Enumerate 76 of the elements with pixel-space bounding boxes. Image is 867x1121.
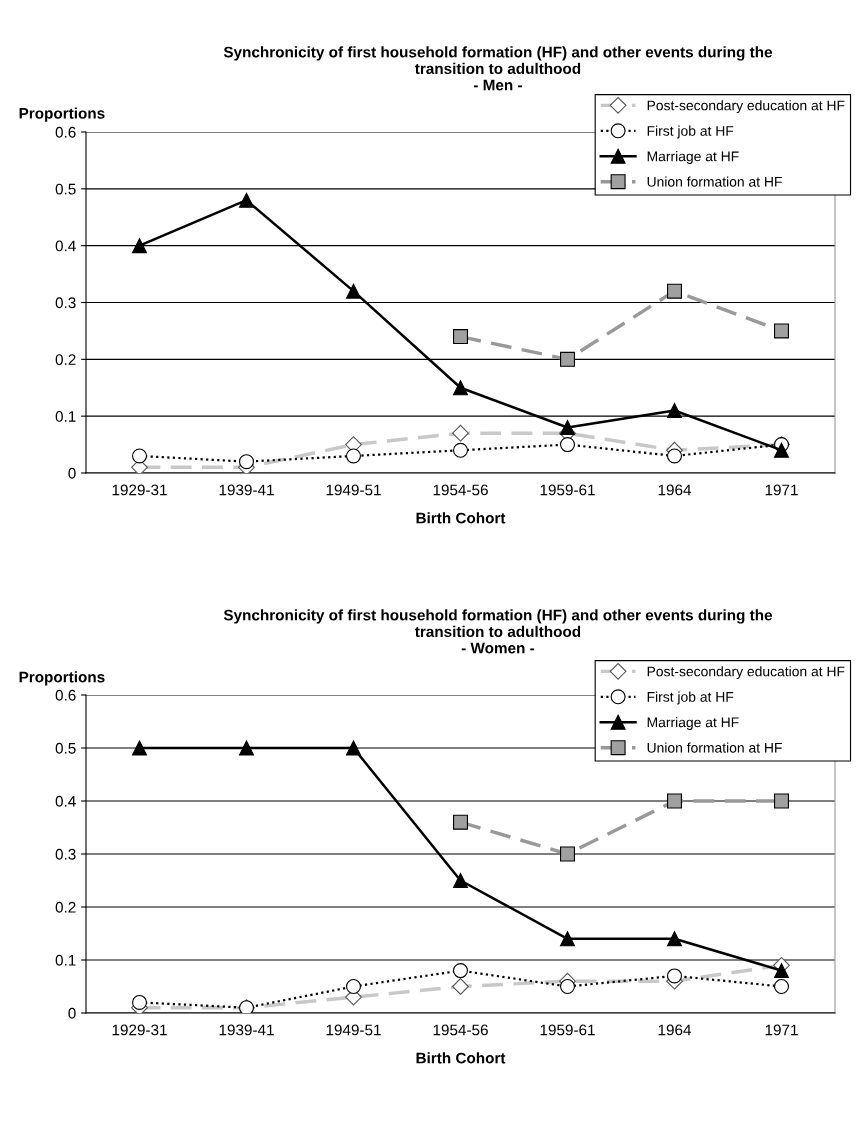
y-tick-label: 0.3 <box>55 297 76 309</box>
point <box>453 380 468 396</box>
x-tick-label: 1959-61 <box>540 1024 595 1036</box>
x-tick-label: 1971 <box>765 1024 798 1036</box>
y-tick-label: 0.5 <box>55 742 76 754</box>
point <box>667 448 682 464</box>
point <box>346 283 361 299</box>
point <box>774 793 789 809</box>
point <box>560 931 575 947</box>
point <box>560 420 575 436</box>
point <box>132 740 147 756</box>
point <box>774 442 789 458</box>
x-tick-label: 1949-51 <box>326 1024 381 1036</box>
y-axis-title: Proportions <box>19 671 105 686</box>
point <box>560 979 575 994</box>
x-tick-label: 1959-61 <box>540 484 595 496</box>
point <box>132 994 147 1010</box>
chart-title: Synchronicity of first household formation (HF) and other events during the transition to adulthood - Women - <box>223 609 773 654</box>
legend-label: Marriage at HF <box>647 151 739 165</box>
point <box>239 192 254 208</box>
legend-label: Marriage at HF <box>647 717 739 730</box>
x-tick-label: 1954-56 <box>433 1024 488 1036</box>
point <box>453 873 468 888</box>
point <box>239 740 254 756</box>
y-tick-label: 0.1 <box>55 954 76 966</box>
y-tick-label: 0.6 <box>55 689 76 701</box>
y-tick-label: 0.3 <box>55 848 76 860</box>
x-tick-label: 1954-56 <box>433 484 488 496</box>
point <box>346 740 361 756</box>
point <box>453 963 468 979</box>
y-tick-label: 0.2 <box>55 354 76 366</box>
point <box>132 238 147 254</box>
y-axis-title: Proportions <box>19 107 105 122</box>
point <box>453 329 468 345</box>
x-axis-title: Birth Cohort <box>416 512 506 524</box>
point <box>667 283 682 299</box>
point <box>560 351 575 367</box>
y-tick-label: 0.6 <box>55 126 76 138</box>
x-tick-label: 1929-31 <box>112 484 167 496</box>
point <box>560 437 575 453</box>
x-axis-title: Birth Cohort <box>416 1052 506 1064</box>
point <box>667 931 682 947</box>
point <box>774 979 789 994</box>
x-tick-label: 1964 <box>658 484 692 496</box>
legend-label: Post-secondary education at HF <box>647 666 845 680</box>
x-tick-label: 1939-41 <box>219 484 274 496</box>
legend-label: First job at HF <box>647 691 734 705</box>
y-tick-label: 0.4 <box>55 795 76 807</box>
x-tick-label: 1929-31 <box>112 1024 167 1036</box>
y-tick-label: 0.1 <box>55 411 76 422</box>
point <box>239 454 254 470</box>
y-tick-label: 0 <box>68 467 76 479</box>
legend-label: Union formation at HF <box>647 176 782 187</box>
x-tick-label: 1971 <box>765 484 798 496</box>
legend-label: First job at HF <box>647 125 734 139</box>
x-tick-label: 1949-51 <box>326 484 381 496</box>
point <box>667 793 682 809</box>
y-tick-label: 0.4 <box>55 240 76 252</box>
point <box>774 323 789 339</box>
x-tick-label: 1939-41 <box>219 1024 274 1036</box>
legend-label: Post-secondary education at HF <box>647 100 845 114</box>
point <box>667 968 682 984</box>
point <box>667 402 682 418</box>
point <box>453 814 468 830</box>
point <box>453 442 468 458</box>
point <box>132 448 147 464</box>
x-tick-label: 1964 <box>658 1024 692 1036</box>
point <box>346 448 361 464</box>
point <box>346 979 361 994</box>
y-tick-label: 0.2 <box>55 901 76 913</box>
y-tick-label: 0 <box>68 1007 76 1019</box>
chart-title: Synchronicity of first household formation (HF) and other events during the transition to adulthood - Men - <box>223 46 773 91</box>
legend-label: Union formation at HF <box>647 742 782 753</box>
point <box>560 846 575 862</box>
y-tick-label: 0.5 <box>55 183 76 195</box>
point <box>774 963 789 979</box>
